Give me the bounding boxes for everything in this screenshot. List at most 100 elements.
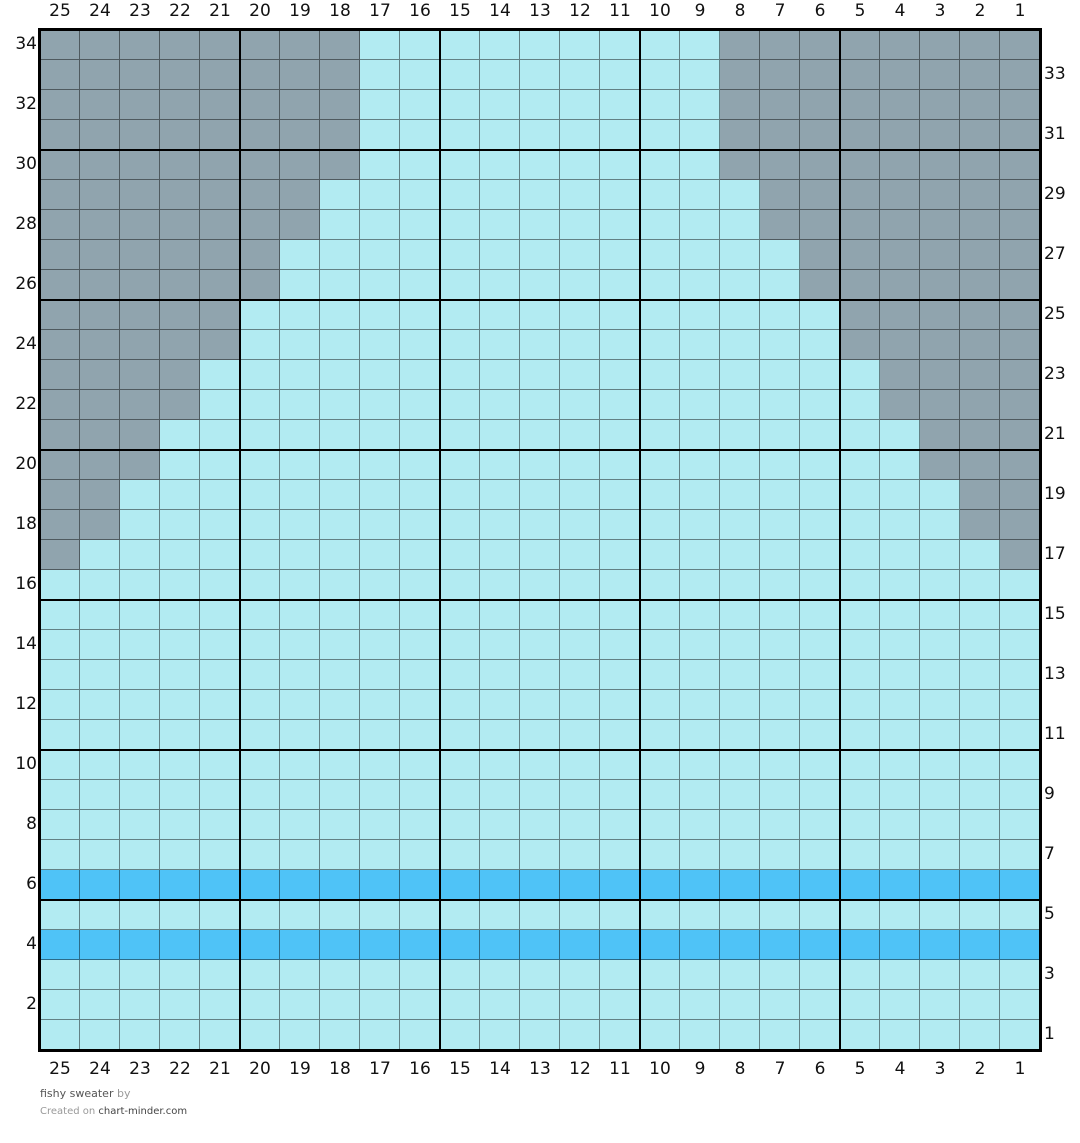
cell-light-aqua-r9-c7 <box>760 780 800 810</box>
cell-gray-r28-c24 <box>80 210 120 240</box>
column-label-bottom: 11 <box>609 1059 631 1079</box>
cell-light-aqua-r31-c13 <box>520 120 560 150</box>
row-label-right: 9 <box>1044 784 1055 804</box>
cell-light-aqua-r31-c12 <box>560 120 600 150</box>
cell-light-aqua-r31-c17 <box>360 120 400 150</box>
column-label-top: 3 <box>934 1 946 21</box>
cell-light-aqua-r15-c9 <box>680 600 720 630</box>
cell-gray-r20-c25 <box>40 450 80 480</box>
cell-light-aqua-r31-c9 <box>680 120 720 150</box>
cell-light-aqua-r22-c6 <box>800 390 840 420</box>
column-label-bottom: 19 <box>289 1059 311 1079</box>
column-label-top: 10 <box>649 1 671 21</box>
cell-light-aqua-r13-c7 <box>760 660 800 690</box>
column-label-bottom: 20 <box>249 1059 271 1079</box>
cell-sky-blue-r4-c20 <box>240 930 280 960</box>
cell-gray-r29-c3 <box>920 180 960 210</box>
cell-light-aqua-r3-c18 <box>320 960 360 990</box>
cell-light-aqua-r26-c17 <box>360 270 400 300</box>
cell-light-aqua-r3-c20 <box>240 960 280 990</box>
cell-sky-blue-r4-c23 <box>120 930 160 960</box>
cell-light-aqua-r9-c13 <box>520 780 560 810</box>
cell-gray-r23-c24 <box>80 360 120 390</box>
cell-light-aqua-r8-c1 <box>1000 810 1040 840</box>
cell-light-aqua-r10-c19 <box>280 750 320 780</box>
cell-light-aqua-r16-c21 <box>200 570 240 600</box>
cell-gray-r30-c25 <box>40 150 80 180</box>
cell-light-aqua-r22-c5 <box>840 390 880 420</box>
cell-gray-r24-c3 <box>920 330 960 360</box>
cell-light-aqua-r21-c15 <box>440 420 480 450</box>
cell-light-aqua-r34-c13 <box>520 30 560 60</box>
cell-light-aqua-r16-c23 <box>120 570 160 600</box>
cell-light-aqua-r17-c17 <box>360 540 400 570</box>
cell-light-aqua-r7-c21 <box>200 840 240 870</box>
cell-sky-blue-r6-c22 <box>160 870 200 900</box>
cell-gray-r29-c21 <box>200 180 240 210</box>
cell-light-aqua-r12-c14 <box>480 690 520 720</box>
cell-gray-r23-c23 <box>120 360 160 390</box>
cell-light-aqua-r10-c12 <box>560 750 600 780</box>
cell-gray-r21-c25 <box>40 420 80 450</box>
cell-light-aqua-r3-c19 <box>280 960 320 990</box>
cell-light-aqua-r12-c11 <box>600 690 640 720</box>
cell-light-aqua-r5-c11 <box>600 900 640 930</box>
cell-light-aqua-r21-c16 <box>400 420 440 450</box>
cell-sky-blue-r6-c6 <box>800 870 840 900</box>
cell-light-aqua-r7-c11 <box>600 840 640 870</box>
cell-light-aqua-r32-c12 <box>560 90 600 120</box>
cell-sky-blue-r6-c20 <box>240 870 280 900</box>
row-label-right: 17 <box>1044 544 1066 564</box>
cell-light-aqua-r15-c7 <box>760 600 800 630</box>
cell-sky-blue-r4-c9 <box>680 930 720 960</box>
cell-light-aqua-r31-c15 <box>440 120 480 150</box>
cell-light-aqua-r9-c22 <box>160 780 200 810</box>
column-label-top: 8 <box>734 1 746 21</box>
cell-gray-r34-c1 <box>1000 30 1040 60</box>
cell-light-aqua-r27-c9 <box>680 240 720 270</box>
cell-gray-r28-c3 <box>920 210 960 240</box>
cell-light-aqua-r28-c9 <box>680 210 720 240</box>
cell-light-aqua-r16-c22 <box>160 570 200 600</box>
cell-light-aqua-r33-c10 <box>640 60 680 90</box>
cell-light-aqua-r12-c17 <box>360 690 400 720</box>
cell-light-aqua-r23-c5 <box>840 360 880 390</box>
row-label-right: 33 <box>1044 64 1066 84</box>
cell-light-aqua-r27-c15 <box>440 240 480 270</box>
cell-gray-r32-c23 <box>120 90 160 120</box>
cell-gray-r29-c23 <box>120 180 160 210</box>
cell-gray-r21-c24 <box>80 420 120 450</box>
cell-light-aqua-r17-c11 <box>600 540 640 570</box>
cell-gray-r33-c4 <box>880 60 920 90</box>
cell-light-aqua-r11-c21 <box>200 720 240 750</box>
row-label-right: 23 <box>1044 364 1066 384</box>
cell-light-aqua-r15-c16 <box>400 600 440 630</box>
cell-light-aqua-r23-c8 <box>720 360 760 390</box>
cell-light-aqua-r20-c8 <box>720 450 760 480</box>
cell-light-aqua-r14-c1 <box>1000 630 1040 660</box>
cell-light-aqua-r17-c16 <box>400 540 440 570</box>
cell-light-aqua-r27-c13 <box>520 240 560 270</box>
column-label-top: 6 <box>814 1 826 21</box>
cell-gray-r32-c5 <box>840 90 880 120</box>
cell-light-aqua-r34-c12 <box>560 30 600 60</box>
cell-light-aqua-r25-c9 <box>680 300 720 330</box>
cell-light-aqua-r7-c14 <box>480 840 520 870</box>
cell-light-aqua-r22-c17 <box>360 390 400 420</box>
cell-light-aqua-r22-c19 <box>280 390 320 420</box>
cell-light-aqua-r19-c14 <box>480 480 520 510</box>
cell-gray-r28-c23 <box>120 210 160 240</box>
cell-light-aqua-r19-c17 <box>360 480 400 510</box>
cell-gray-r23-c22 <box>160 360 200 390</box>
cell-light-aqua-r18-c20 <box>240 510 280 540</box>
cell-light-aqua-r7-c23 <box>120 840 160 870</box>
cell-light-aqua-r15-c6 <box>800 600 840 630</box>
site-link[interactable]: chart-minder.com <box>98 1106 188 1117</box>
cell-light-aqua-r1-c12 <box>560 1020 600 1050</box>
column-label-top: 24 <box>89 1 111 21</box>
cell-light-aqua-r1-c4 <box>880 1020 920 1050</box>
cell-light-aqua-r7-c8 <box>720 840 760 870</box>
cell-gray-r33-c1 <box>1000 60 1040 90</box>
chart-title: fishy sweater <box>40 1087 114 1100</box>
cell-light-aqua-r12-c23 <box>120 690 160 720</box>
